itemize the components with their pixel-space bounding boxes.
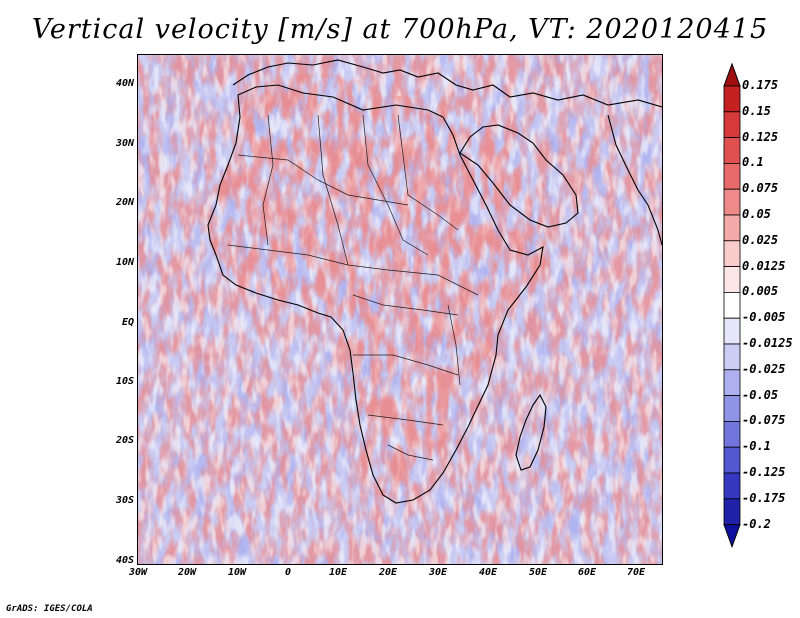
colorbar-level-label: -0.2 [742, 516, 771, 531]
colorbar-level-label: 0.125 [742, 129, 779, 144]
colorbar-segment [723, 317, 741, 345]
colorbar-segment [723, 214, 741, 242]
lon-label: 50E [528, 567, 548, 578]
lat-label: 40S [115, 555, 134, 566]
colorbar-segment [723, 111, 741, 138]
colorbar-level-label: -0.175 [742, 490, 786, 505]
colorbar-level-label: 0.025 [742, 232, 779, 247]
colorbar-segment [723, 420, 741, 448]
colorbar-segment [723, 188, 741, 216]
footer-credit: GrADS: IGES/COLA [6, 604, 93, 614]
map-title: Vertical velocity [m/s] at 700hPa, VT: 2… [31, 14, 769, 45]
colorbar-level-label: 0.05 [742, 207, 771, 221]
lat-label: 10S [115, 376, 134, 387]
lon-label: 60E [577, 567, 597, 578]
colorbar-level-label: -0.125 [742, 465, 786, 479]
colorbar-level-label: -0.1 [742, 439, 771, 454]
colorbar-segment [723, 446, 741, 474]
colorbar [723, 62, 741, 549]
map-panel [137, 54, 663, 565]
colorbar-level-label: -0.075 [742, 413, 786, 428]
colorbar-segment [723, 137, 741, 164]
lat-label: EQ [121, 317, 134, 328]
colorbar-level-label: -0.0125 [742, 336, 793, 350]
colorbar-segment [723, 163, 741, 190]
velocity-map [138, 55, 662, 564]
lon-label: 20W [177, 567, 197, 578]
lon-label: 10W [227, 567, 247, 578]
colorbar-level-label: -0.025 [742, 361, 786, 376]
colorbar-level-label: 0.1 [742, 155, 764, 170]
colorbar-segment [723, 395, 741, 422]
colorbar-segment [723, 240, 741, 268]
colorbar-level-label: 0.15 [742, 103, 771, 118]
lat-label: 10N [115, 257, 134, 268]
colorbar-level-label: 0.075 [742, 181, 779, 196]
lon-label: 30W [128, 567, 148, 578]
coastlines [207, 59, 662, 504]
colorbar-level-label: 0.005 [742, 284, 779, 299]
lat-label: 30N [115, 138, 134, 149]
colorbar-segment [723, 291, 741, 319]
lon-label: 30E [428, 567, 448, 578]
colorbar-segment [723, 472, 741, 500]
colorbar-level-label: 0.175 [742, 78, 779, 92]
lon-label: 40E [478, 567, 498, 578]
lat-label: 40N [115, 78, 134, 89]
colorbar-level-label: -0.05 [742, 387, 779, 402]
colorbar-level-label: 0.0125 [742, 258, 786, 273]
lat-label: 30S [115, 495, 134, 506]
lon-label: 20E [378, 567, 398, 578]
colorbar-arrow-top [723, 62, 741, 87]
lat-label: 20S [115, 435, 134, 446]
colorbar-segment [723, 266, 741, 293]
lat-label: 20N [115, 197, 134, 208]
lon-label: 10E [328, 567, 348, 578]
lon-label: 0 [284, 567, 292, 578]
colorbar-level-label: -0.005 [742, 310, 786, 325]
colorbar-segment [723, 343, 741, 371]
colorbar-segment [723, 498, 741, 525]
lon-label: 70E [626, 567, 646, 578]
colorbar-arrow-bottom [723, 524, 741, 549]
country-borders [227, 114, 479, 461]
colorbar-segment [723, 85, 741, 113]
colorbar-segment [723, 369, 741, 396]
